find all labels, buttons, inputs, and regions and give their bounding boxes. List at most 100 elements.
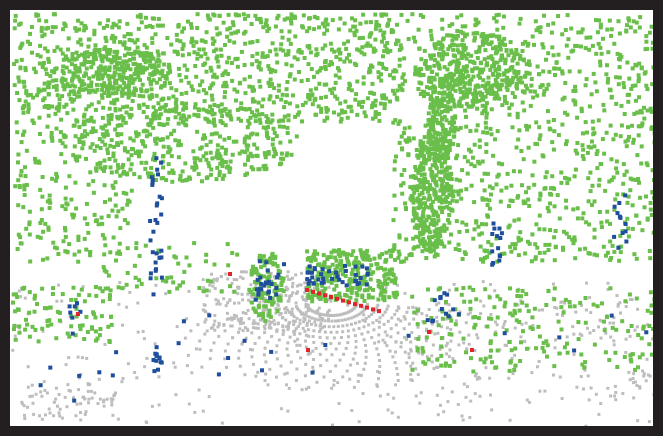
point [614, 391, 617, 394]
point [25, 183, 29, 187]
point [215, 166, 219, 170]
point [431, 361, 434, 364]
point [22, 286, 26, 290]
point [312, 75, 316, 79]
point [193, 160, 197, 164]
point [278, 141, 282, 145]
point [497, 173, 501, 177]
point [648, 249, 652, 253]
point [484, 222, 488, 226]
point [569, 27, 573, 31]
point [122, 60, 126, 64]
point [257, 79, 261, 83]
point [82, 63, 86, 67]
point [110, 25, 114, 29]
point [484, 357, 488, 361]
point [166, 117, 170, 121]
point [237, 13, 241, 17]
point [30, 25, 34, 29]
point [465, 229, 469, 233]
point [527, 59, 531, 63]
point [283, 373, 286, 376]
point [524, 84, 528, 88]
point [345, 347, 348, 350]
point [642, 106, 646, 110]
point [497, 35, 501, 39]
point [493, 69, 497, 73]
point [605, 315, 609, 319]
point [28, 210, 32, 214]
point [618, 65, 622, 69]
point [587, 222, 591, 226]
point [46, 49, 50, 53]
point [186, 364, 189, 367]
point [167, 150, 171, 154]
point [390, 327, 393, 330]
point [19, 241, 23, 245]
point [59, 118, 63, 122]
point [226, 263, 230, 267]
point [300, 79, 304, 83]
point [462, 419, 465, 422]
point [115, 86, 119, 90]
point [535, 94, 539, 98]
page: (() => { const data = JSON.parse(documen… [0, 0, 663, 436]
point [595, 393, 598, 396]
point [400, 173, 404, 177]
point [460, 78, 464, 82]
point [101, 299, 105, 303]
point [584, 296, 588, 300]
point [50, 131, 54, 135]
point [455, 29, 459, 33]
point [607, 180, 611, 184]
point [334, 55, 338, 59]
point [167, 162, 171, 166]
point [504, 58, 508, 62]
point [332, 111, 336, 115]
point [640, 123, 644, 127]
point [287, 270, 290, 273]
point [237, 357, 240, 360]
point [346, 324, 349, 327]
point [31, 325, 35, 329]
point [221, 164, 225, 168]
point [523, 340, 526, 343]
point [512, 372, 515, 375]
point [189, 40, 193, 44]
point [100, 314, 104, 318]
point [40, 207, 44, 211]
point [370, 336, 373, 339]
point [40, 34, 44, 38]
point [188, 177, 192, 181]
point [323, 376, 326, 379]
point [533, 90, 537, 94]
point [277, 322, 280, 325]
point [195, 347, 198, 350]
point [413, 226, 417, 230]
point [187, 81, 191, 85]
point [210, 69, 214, 73]
point [48, 408, 51, 411]
point [553, 286, 557, 290]
point [238, 327, 241, 330]
point [146, 171, 150, 175]
point [450, 39, 454, 43]
point [425, 339, 428, 342]
point [103, 159, 107, 163]
point [604, 254, 608, 258]
point [220, 146, 224, 150]
point [93, 149, 97, 153]
point [389, 335, 392, 338]
point [155, 137, 159, 141]
point [530, 232, 534, 236]
point [275, 53, 279, 57]
point [158, 375, 161, 378]
point [62, 239, 66, 243]
point [490, 107, 494, 111]
point [295, 134, 299, 138]
point [626, 125, 630, 129]
point [351, 249, 355, 253]
point [455, 287, 459, 291]
point [367, 70, 371, 74]
point [650, 311, 654, 315]
